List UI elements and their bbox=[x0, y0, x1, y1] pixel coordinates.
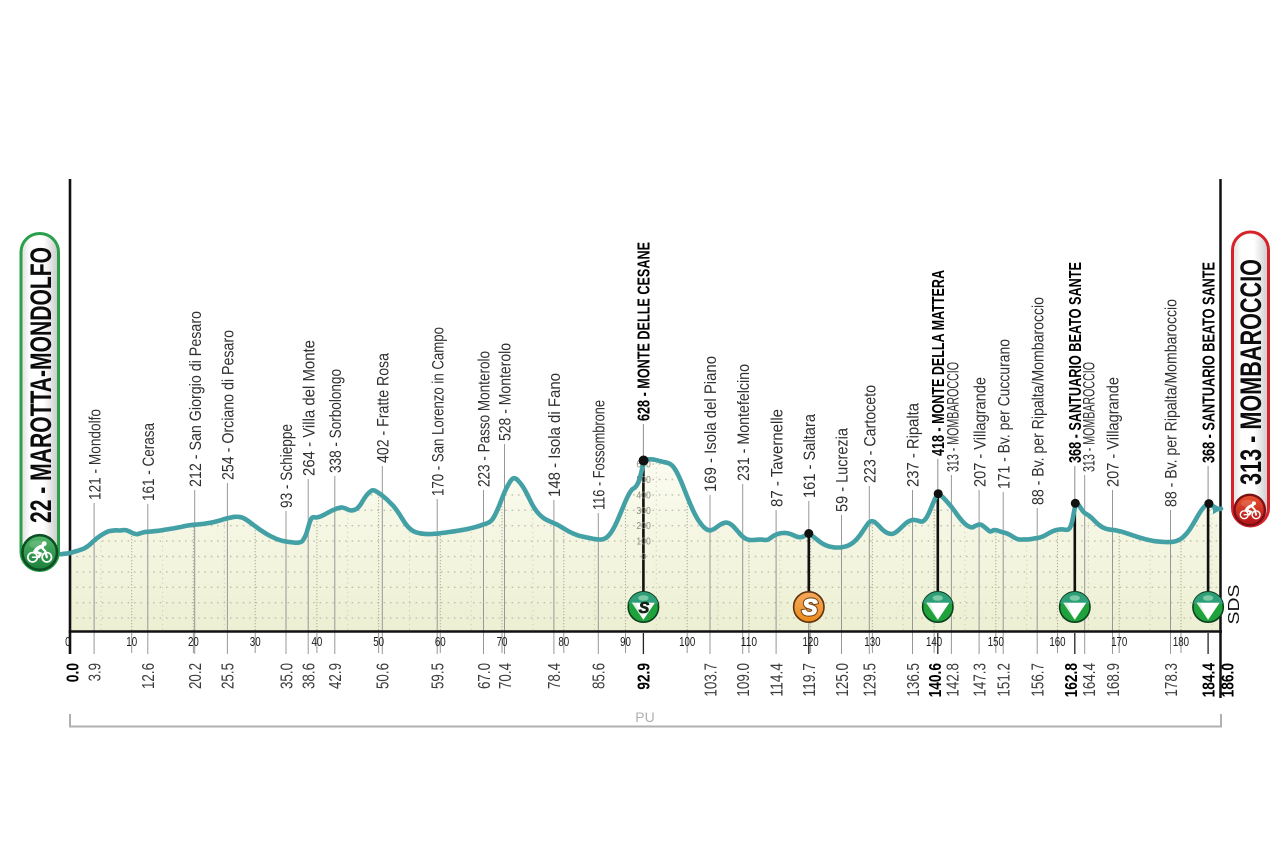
svg-text:150: 150 bbox=[988, 634, 1004, 649]
svg-text:338 - Sorbolongo: 338 - Sorbolongo bbox=[326, 369, 345, 473]
svg-text:60: 60 bbox=[435, 634, 446, 649]
svg-text:30: 30 bbox=[250, 634, 261, 649]
svg-text:148 - Isola di Fano: 148 - Isola di Fano bbox=[545, 373, 564, 497]
svg-text:161 - Saltara: 161 - Saltara bbox=[800, 413, 819, 498]
svg-text:418 - MONTE DELLA MATTERA: 418 - MONTE DELLA MATTERA bbox=[928, 270, 948, 456]
svg-text:42.9: 42.9 bbox=[325, 663, 345, 689]
svg-text:120: 120 bbox=[803, 634, 819, 649]
svg-text:178.3: 178.3 bbox=[1161, 663, 1181, 697]
svg-text:628 - MONTE DELLE CESANE: 628 - MONTE DELLE CESANE bbox=[634, 242, 654, 421]
svg-text:223 - Passo Monterolo: 223 - Passo Monterolo bbox=[475, 351, 494, 487]
svg-text:0: 0 bbox=[641, 551, 646, 563]
svg-text:313 - MOMBAROCCIO: 313 - MOMBAROCCIO bbox=[944, 362, 963, 472]
svg-text:35.0: 35.0 bbox=[276, 663, 296, 689]
svg-text:S: S bbox=[639, 600, 650, 617]
svg-text:0.0: 0.0 bbox=[62, 663, 82, 682]
svg-text:100: 100 bbox=[636, 536, 651, 548]
svg-text:59 - Lucrezia: 59 - Lucrezia bbox=[833, 427, 852, 512]
svg-text:170: 170 bbox=[1111, 634, 1127, 649]
svg-text:SDS: SDS bbox=[1226, 585, 1243, 625]
svg-text:147.3: 147.3 bbox=[969, 663, 989, 697]
svg-text:110: 110 bbox=[741, 634, 757, 649]
svg-text:162.8: 162.8 bbox=[1061, 663, 1081, 698]
svg-text:142.8: 142.8 bbox=[943, 663, 963, 697]
svg-text:207 - Villagrande: 207 - Villagrande bbox=[1104, 377, 1123, 487]
svg-text:368 - SANTUARIO BEATO SANTE: 368 - SANTUARIO BEATO SANTE bbox=[1198, 262, 1218, 463]
svg-text:100: 100 bbox=[679, 634, 695, 649]
svg-text:116 - Fossombrone: 116 - Fossombrone bbox=[590, 400, 609, 510]
svg-text:164.4: 164.4 bbox=[1079, 663, 1099, 697]
svg-text:88 - Bv. per Ripalta/Mombarocc: 88 - Bv. per Ripalta/Mombaroccio bbox=[1028, 297, 1047, 505]
svg-text:264 - Villa del Monte: 264 - Villa del Monte bbox=[299, 340, 318, 476]
svg-text:186.0: 186.0 bbox=[1217, 663, 1237, 698]
svg-text:S: S bbox=[802, 594, 818, 620]
svg-text:93 - Schieppe: 93 - Schieppe bbox=[277, 424, 296, 508]
svg-text:121 - Mondolfo: 121 - Mondolfo bbox=[85, 409, 104, 500]
svg-text:PU: PU bbox=[635, 709, 654, 725]
svg-text:129.5: 129.5 bbox=[860, 663, 880, 697]
svg-text:92.9: 92.9 bbox=[634, 663, 654, 690]
svg-text:368 - SANTUARIO BEATO SANTE: 368 - SANTUARIO BEATO SANTE bbox=[1065, 262, 1085, 463]
svg-text:70.4: 70.4 bbox=[495, 663, 515, 689]
svg-text:114.4: 114.4 bbox=[766, 663, 786, 697]
svg-text:103.7: 103.7 bbox=[700, 663, 720, 697]
svg-text:3.9: 3.9 bbox=[84, 663, 104, 681]
svg-text:200: 200 bbox=[636, 520, 651, 532]
svg-text:254 - Orciano di Pesaro: 254 - Orciano di Pesaro bbox=[219, 330, 238, 480]
svg-text:402 - Fratte Rosa: 402 - Fratte Rosa bbox=[374, 352, 393, 463]
svg-text:160: 160 bbox=[1049, 634, 1065, 649]
svg-text:237 - Ripalta: 237 - Ripalta bbox=[904, 402, 923, 487]
svg-text:80: 80 bbox=[558, 634, 569, 649]
svg-text:140.6: 140.6 bbox=[925, 663, 945, 698]
svg-text:50: 50 bbox=[373, 634, 384, 649]
svg-text:22 - MAROTTA-MONDOLFO: 22 - MAROTTA-MONDOLFO bbox=[25, 247, 58, 523]
svg-text:180: 180 bbox=[1173, 634, 1189, 649]
svg-text:161 - Cerasa: 161 - Cerasa bbox=[139, 422, 158, 501]
svg-text:59.5: 59.5 bbox=[428, 663, 448, 689]
svg-text:231 - Montefelcino: 231 - Montefelcino bbox=[734, 364, 753, 481]
svg-text:67.0: 67.0 bbox=[474, 663, 494, 689]
svg-text:70: 70 bbox=[497, 634, 508, 649]
svg-text:223 - Cartoceto: 223 - Cartoceto bbox=[861, 385, 880, 483]
svg-text:125.0: 125.0 bbox=[832, 663, 852, 697]
svg-text:313 - MOMBAROCCIO: 313 - MOMBAROCCIO bbox=[1079, 362, 1098, 472]
svg-text:109.0: 109.0 bbox=[733, 663, 753, 697]
svg-text:20: 20 bbox=[188, 634, 199, 649]
svg-text:25.5: 25.5 bbox=[218, 663, 238, 689]
svg-text:313 - MOMBAROCCIO: 313 - MOMBAROCCIO bbox=[1235, 259, 1268, 485]
svg-text:119.7: 119.7 bbox=[799, 663, 819, 697]
svg-text:40: 40 bbox=[312, 634, 323, 649]
svg-text:10: 10 bbox=[126, 634, 137, 649]
svg-text:156.7: 156.7 bbox=[1028, 663, 1048, 697]
svg-text:184.4: 184.4 bbox=[1198, 663, 1218, 698]
svg-text:85.6: 85.6 bbox=[589, 663, 609, 689]
svg-text:S: S bbox=[802, 594, 818, 620]
svg-text:140: 140 bbox=[926, 634, 942, 649]
svg-text:136.5: 136.5 bbox=[903, 663, 923, 697]
svg-text:171 - Bv. per Cuccurano: 171 - Bv. per Cuccurano bbox=[994, 339, 1013, 489]
svg-text:400: 400 bbox=[636, 489, 651, 501]
svg-text:0: 0 bbox=[65, 634, 70, 649]
svg-text:20.2: 20.2 bbox=[185, 663, 205, 689]
svg-text:50.6: 50.6 bbox=[373, 663, 393, 689]
svg-text:300: 300 bbox=[636, 505, 651, 517]
svg-text:130: 130 bbox=[864, 634, 880, 649]
svg-text:207 - Villagrande: 207 - Villagrande bbox=[970, 377, 989, 487]
svg-text:87 - Tavernelle: 87 - Tavernelle bbox=[767, 409, 786, 507]
svg-text:90: 90 bbox=[620, 634, 631, 649]
svg-text:78.4: 78.4 bbox=[544, 663, 564, 689]
svg-text:151.2: 151.2 bbox=[994, 663, 1014, 697]
svg-text:212 - San Giorgio di Pesaro: 212 - San Giorgio di Pesaro bbox=[186, 311, 205, 487]
svg-text:168.9: 168.9 bbox=[1103, 663, 1123, 697]
svg-text:88 - Bv. per Ripalta/Mombarocc: 88 - Bv. per Ripalta/Mombaroccio bbox=[1162, 299, 1181, 507]
svg-text:169 - Isola del Piano: 169 - Isola del Piano bbox=[701, 356, 720, 492]
svg-text:170 - San Lorenzo in Campo: 170 - San Lorenzo in Campo bbox=[428, 327, 447, 496]
svg-text:38.6: 38.6 bbox=[299, 663, 319, 689]
svg-text:12.6: 12.6 bbox=[138, 663, 158, 689]
svg-text:528 - Monterolo: 528 - Monterolo bbox=[496, 343, 515, 441]
